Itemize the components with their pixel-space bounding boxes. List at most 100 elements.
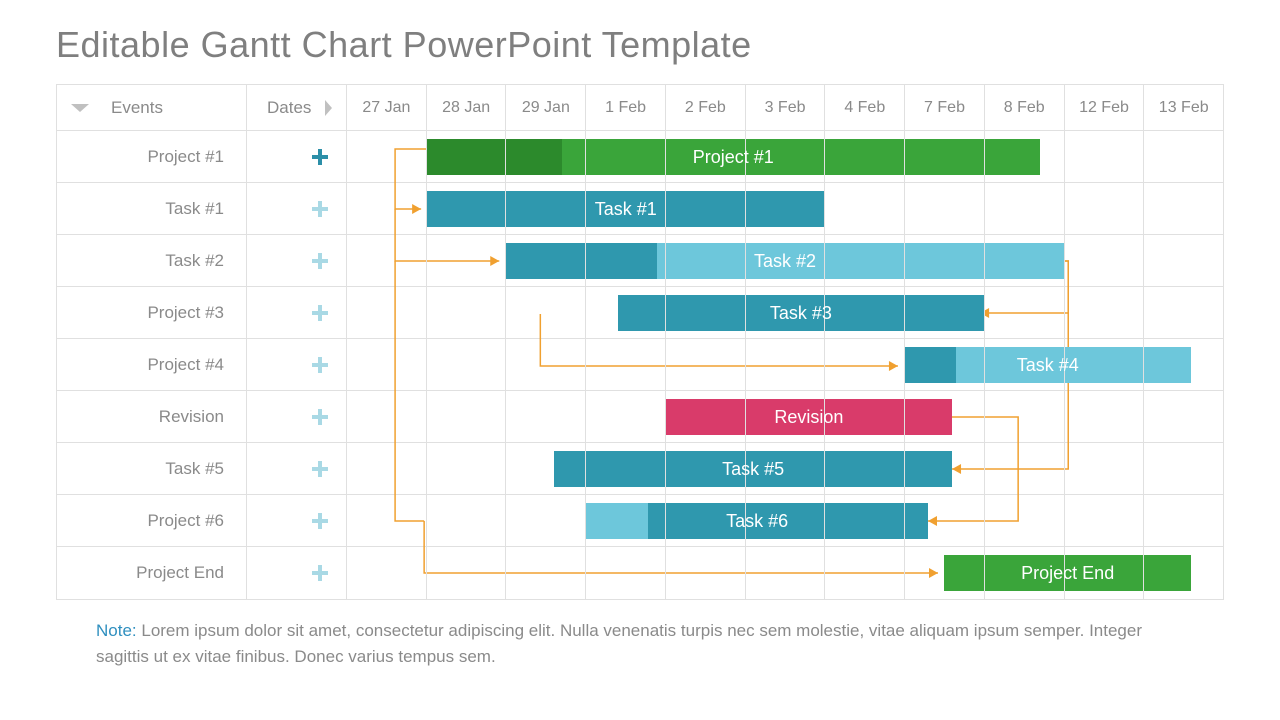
date-header-cell: 2 Feb (666, 85, 746, 130)
events-header-label: Events (111, 98, 163, 118)
gantt-row: Revision (57, 391, 1223, 443)
row-expand[interactable] (247, 391, 347, 442)
gantt-row: Task #2 (57, 235, 1223, 287)
grid-cell (905, 287, 985, 338)
gantt-row: Project #6 (57, 495, 1223, 547)
row-label: Project End (57, 547, 247, 599)
row-expand[interactable] (247, 339, 347, 390)
grid-cell (905, 495, 985, 546)
gantt-row: Project #3 (57, 287, 1223, 339)
grid-cell (666, 183, 746, 234)
chevron-right-icon[interactable] (325, 100, 332, 116)
grid-cell (1065, 495, 1145, 546)
events-header[interactable]: Events (57, 85, 247, 130)
row-timeline (347, 495, 1223, 546)
page-title: Editable Gantt Chart PowerPoint Template (56, 24, 1224, 66)
footnote-label: Note: (96, 621, 137, 640)
grid-cell (347, 339, 427, 390)
date-header-cell: 8 Feb (985, 85, 1065, 130)
grid-cell (1065, 391, 1145, 442)
grid-cell (905, 443, 985, 494)
grid-cell (1065, 287, 1145, 338)
grid-cell (586, 235, 666, 286)
row-expand[interactable] (247, 495, 347, 546)
grid-cell (506, 495, 586, 546)
grid-cell (666, 235, 746, 286)
grid-cell (1144, 339, 1223, 390)
row-expand[interactable] (247, 235, 347, 286)
grid-cell (586, 131, 666, 182)
row-expand[interactable] (247, 183, 347, 234)
grid-cell (347, 287, 427, 338)
row-expand[interactable] (247, 287, 347, 338)
grid-cell (666, 339, 746, 390)
row-label: Task #5 (57, 443, 247, 494)
gantt-row: Project End (57, 547, 1223, 599)
grid-cell (347, 391, 427, 442)
grid-cell (825, 339, 905, 390)
grid-cell (506, 287, 586, 338)
grid-cell (427, 131, 507, 182)
grid-cell (586, 495, 666, 546)
grid-cell (506, 391, 586, 442)
row-label: Revision (57, 391, 247, 442)
grid-cell (427, 235, 507, 286)
plus-icon[interactable] (312, 201, 328, 217)
date-header-cell: 13 Feb (1144, 85, 1223, 130)
grid-cell (905, 183, 985, 234)
grid-cell (347, 235, 427, 286)
grid-cell (746, 495, 826, 546)
plus-icon[interactable] (312, 513, 328, 529)
row-label: Project #4 (57, 339, 247, 390)
grid-cell (347, 443, 427, 494)
grid-cell (427, 443, 507, 494)
plus-icon[interactable] (312, 357, 328, 373)
row-expand[interactable] (247, 131, 347, 182)
date-header-cell: 12 Feb (1065, 85, 1145, 130)
plus-icon[interactable] (312, 565, 328, 581)
grid-cell (506, 547, 586, 599)
row-timeline (347, 391, 1223, 442)
grid-cell (666, 443, 746, 494)
grid-cell (666, 547, 746, 599)
gantt-row: Project #1 (57, 131, 1223, 183)
grid-cell (746, 547, 826, 599)
plus-icon[interactable] (312, 149, 328, 165)
grid-cell (825, 183, 905, 234)
grid-cell (586, 339, 666, 390)
grid-cell (746, 235, 826, 286)
date-header-cell: 27 Jan (347, 85, 427, 130)
plus-icon[interactable] (312, 409, 328, 425)
plus-icon[interactable] (312, 305, 328, 321)
row-expand[interactable] (247, 443, 347, 494)
date-header-cell: 28 Jan (427, 85, 507, 130)
row-expand[interactable] (247, 547, 347, 599)
row-timeline (347, 547, 1223, 599)
grid-cell (985, 339, 1065, 390)
grid-cell (586, 183, 666, 234)
chevron-down-icon[interactable] (71, 104, 89, 112)
row-timeline (347, 339, 1223, 390)
grid-cell (347, 131, 427, 182)
row-timeline (347, 235, 1223, 286)
plus-icon[interactable] (312, 461, 328, 477)
gantt-row: Task #1 (57, 183, 1223, 235)
plus-icon[interactable] (312, 253, 328, 269)
gantt-header-row: Events Dates 27 Jan28 Jan29 Jan1 Feb2 Fe… (57, 85, 1223, 131)
grid-cell (586, 391, 666, 442)
grid-cell (905, 235, 985, 286)
grid-cell (905, 547, 985, 599)
dates-header[interactable]: Dates (247, 85, 347, 130)
grid-cell (985, 443, 1065, 494)
grid-cell (1144, 287, 1223, 338)
dates-header-label: Dates (267, 98, 311, 118)
grid-cell (1144, 391, 1223, 442)
row-timeline (347, 443, 1223, 494)
grid-cell (586, 547, 666, 599)
grid-cell (586, 443, 666, 494)
grid-cell (746, 183, 826, 234)
row-timeline (347, 131, 1223, 182)
footnote-text: Lorem ipsum dolor sit amet, consectetur … (96, 621, 1142, 666)
grid-cell (825, 131, 905, 182)
grid-cell (506, 183, 586, 234)
